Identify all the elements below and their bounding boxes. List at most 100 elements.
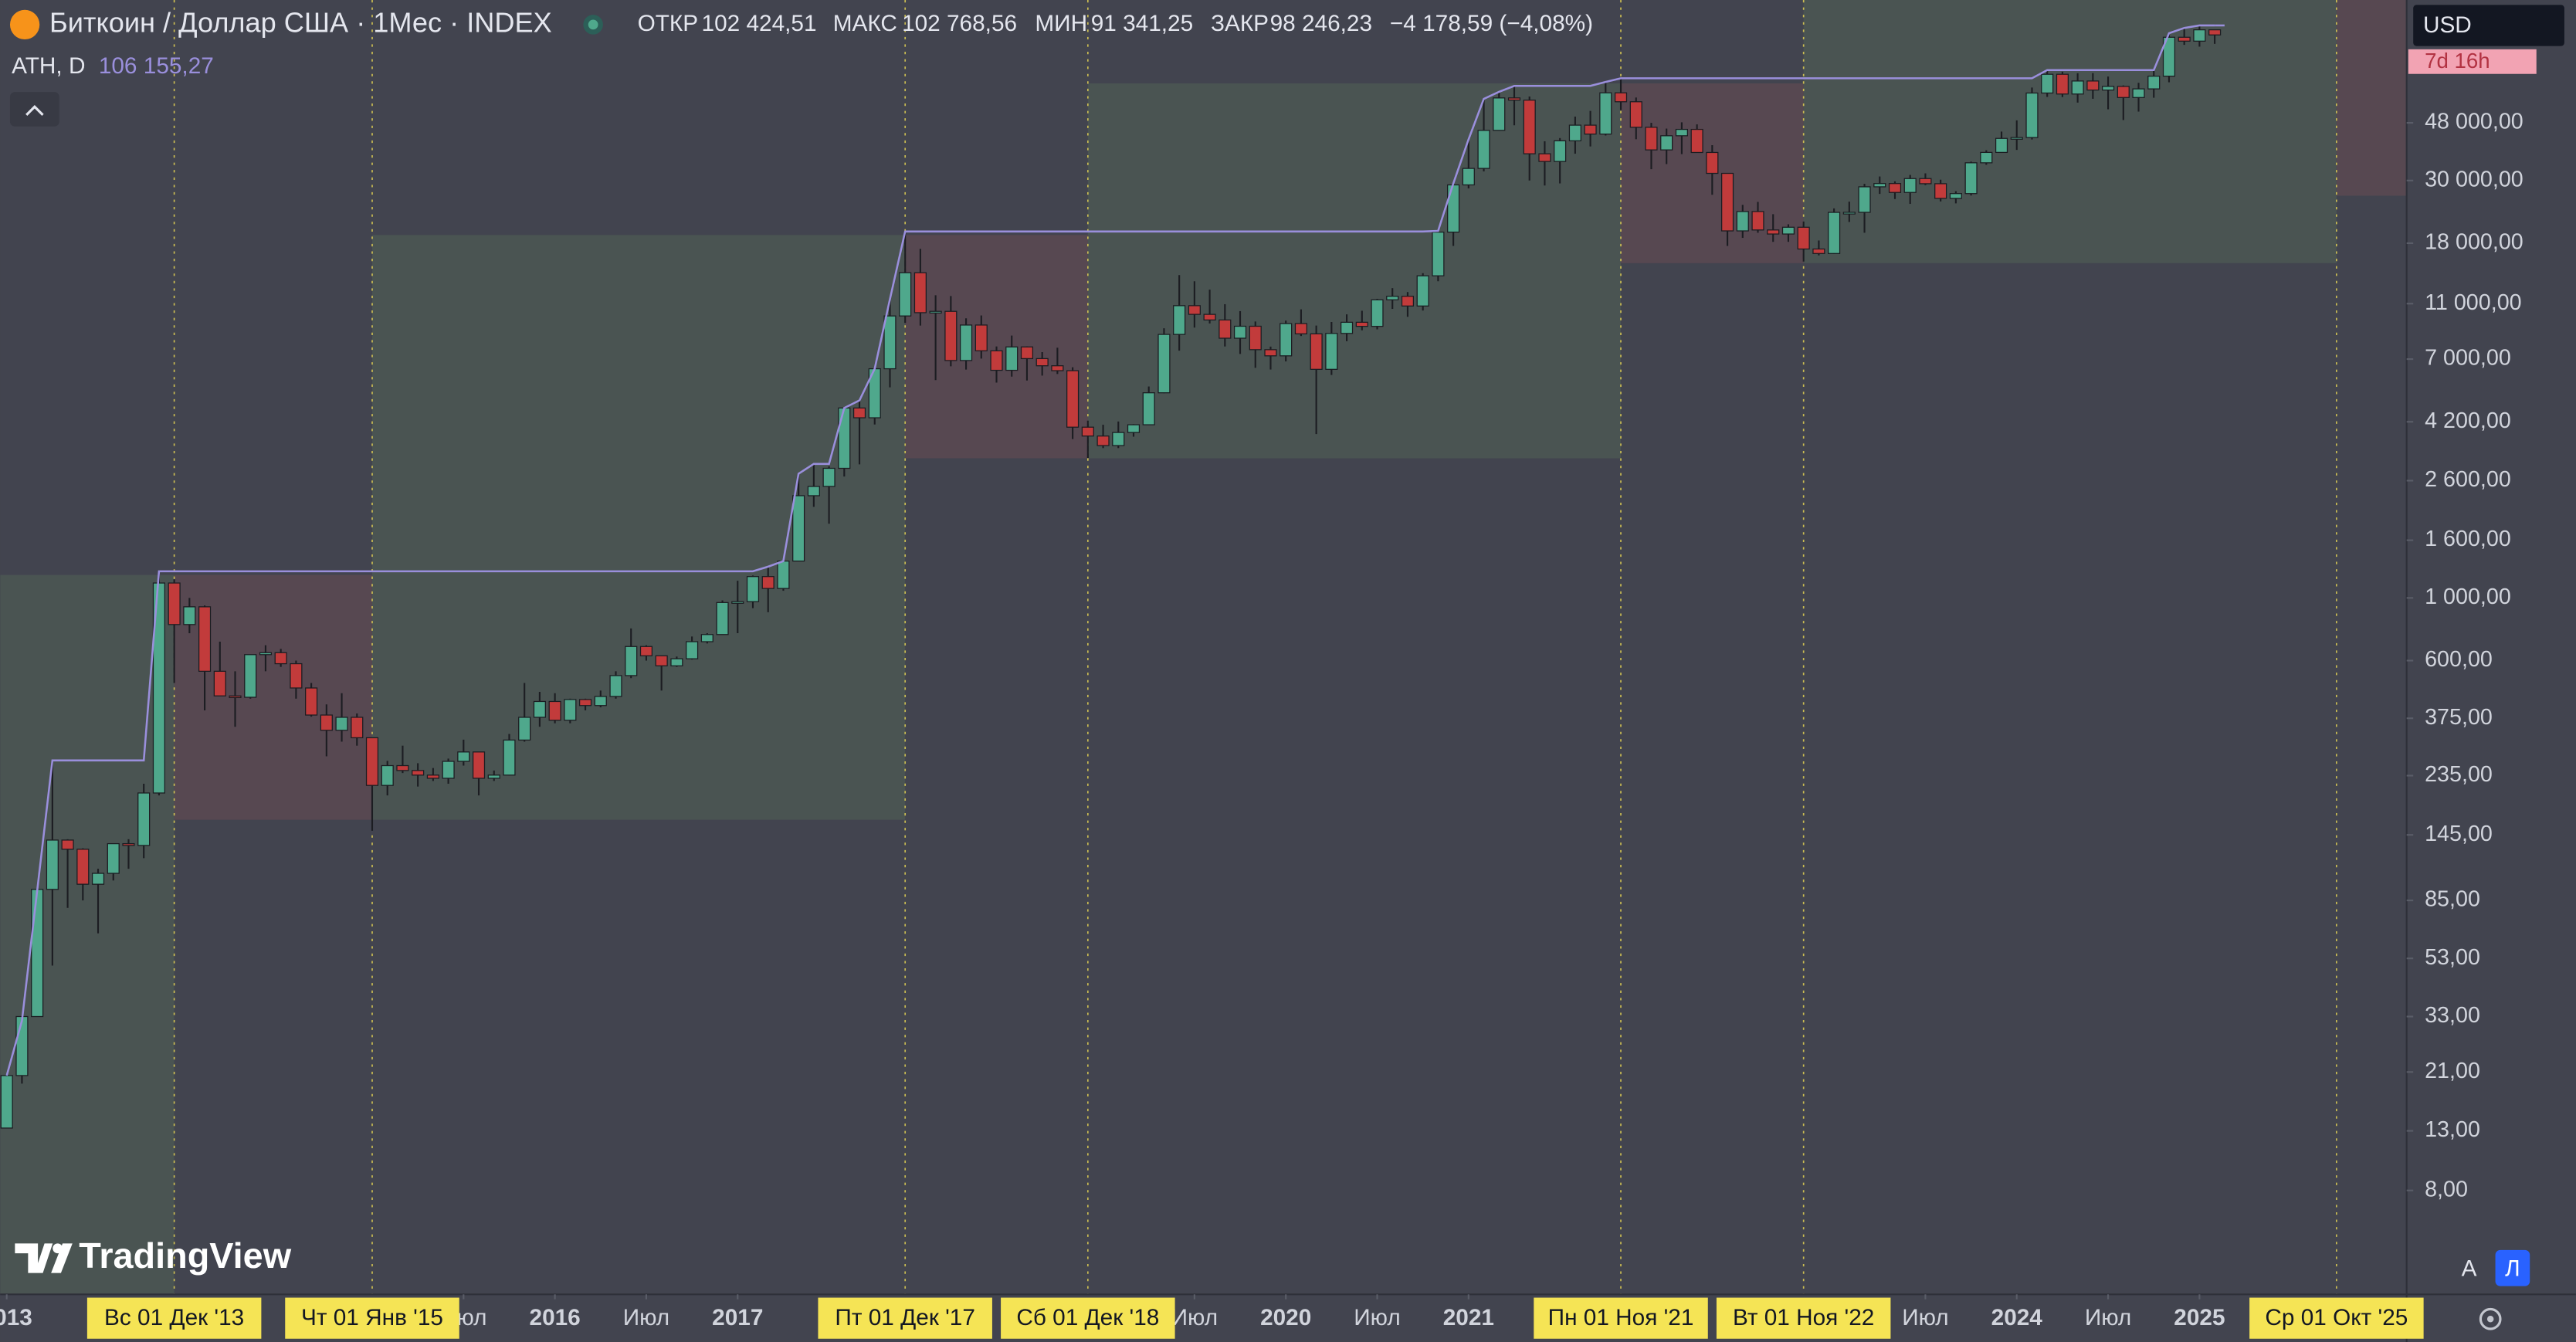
logo-icon (51, 1243, 73, 1273)
candle-body (1949, 193, 1962, 199)
log-button[interactable]: Л (2505, 1256, 2520, 1281)
candle-body (609, 675, 622, 697)
ath-line (5, 24, 2215, 1076)
settings-icon[interactable] (2479, 1307, 2502, 1330)
ohlc-name: ЗАКР (1211, 11, 1269, 36)
y-tick-label: 235,00 (2425, 762, 2493, 787)
candle-body (2071, 80, 2084, 95)
candle-body (1188, 305, 1201, 315)
marker-label-bg (1001, 1297, 1175, 1339)
countdown-box (2408, 49, 2537, 74)
candle-body (1660, 135, 1673, 151)
candle-body (777, 561, 790, 589)
marker-label: Пн 01 Ноя '21 (1548, 1305, 1694, 1330)
candle-body (61, 839, 74, 850)
candle-body (15, 1015, 29, 1076)
candle-body (2101, 86, 2115, 91)
logo-icon (15, 1243, 53, 1273)
candle-body (700, 634, 713, 642)
candle-body (1873, 183, 1886, 188)
candle-body (183, 606, 196, 625)
indicator-name: ATH, D (12, 53, 85, 79)
countdown: 7d 16h (2425, 49, 2490, 73)
symbol-title: Биткоин / Доллар США · 1Мес · INDEX (49, 6, 552, 38)
candle-body (1858, 186, 1871, 213)
candle-body (290, 663, 303, 689)
candle-body (1675, 128, 1688, 137)
candle-body (1507, 97, 1521, 101)
candle-body (1051, 365, 1064, 371)
candle-body (807, 486, 820, 496)
candle-body (2025, 92, 2039, 138)
candle-body (1568, 124, 1581, 141)
candle-body (1751, 211, 1764, 231)
candle-body (1066, 370, 1080, 428)
marker-label-bg (818, 1297, 992, 1339)
candle-body (1995, 137, 2008, 154)
y-tick-label: 375,00 (2425, 705, 2493, 730)
marker-label-bg (86, 1297, 262, 1339)
candle-body (2208, 29, 2222, 36)
candle-body (1934, 183, 1947, 199)
candle-body (822, 467, 836, 487)
logo-text: TradingView (79, 1235, 291, 1276)
candle-body (959, 324, 973, 361)
candle-body (0, 1075, 13, 1129)
candle-body (1462, 168, 1475, 186)
ohlc-value: 98 246,23 (1270, 11, 1372, 36)
candle-body (1888, 183, 1902, 193)
candle-body (1812, 248, 1825, 254)
marker-label: Вт 01 Ноя '22 (1733, 1305, 1874, 1330)
candle-body (974, 324, 988, 351)
candle-body (2010, 137, 2023, 140)
candle-body (1736, 211, 1749, 232)
candle-body (2117, 86, 2130, 98)
candle-body (305, 687, 318, 716)
candle-body (1355, 321, 1368, 327)
y-tick-label: 30 000,00 (2425, 167, 2523, 191)
x-tick-label: Июл (1354, 1305, 1400, 1330)
candle-body (1523, 100, 1536, 154)
candle-body (1797, 226, 1810, 250)
candle-body (1249, 325, 1262, 351)
auto-button[interactable]: A (2462, 1256, 2477, 1281)
x-tick-label: Июл (1171, 1305, 1218, 1330)
x-tick-label: Июл (1902, 1305, 1948, 1330)
marker-label: Вс 01 Дек '13 (104, 1305, 244, 1330)
candle-body (944, 310, 958, 361)
ohlc-name: ОТКР (638, 11, 699, 36)
candle-body (1706, 151, 1719, 175)
candle-body (2041, 73, 2054, 94)
candle-body (442, 761, 455, 779)
candle-body (731, 601, 744, 604)
y-tick-label: 21,00 (2425, 1059, 2480, 1083)
candle-body (259, 652, 273, 656)
settings-icon (2486, 1315, 2494, 1323)
candle-body (1340, 321, 1354, 334)
y-tick-label: 4 200,00 (2425, 408, 2511, 433)
x-tick-label: Июл (623, 1305, 669, 1330)
candle-body (1584, 124, 1597, 135)
cycle-zone (0, 574, 175, 1295)
marker-label: Чт 01 Янв '15 (301, 1305, 443, 1330)
candle-body (578, 699, 592, 707)
collapse-button[interactable] (9, 92, 59, 127)
currency-box[interactable] (2413, 5, 2564, 46)
candle-body (1980, 151, 1993, 164)
candle-body (426, 774, 439, 779)
candle-body (320, 714, 333, 731)
candle-body (1203, 313, 1216, 321)
candle-body (1233, 325, 1247, 339)
y-tick-label: 13,00 (2425, 1117, 2480, 1142)
candle-body (1127, 424, 1141, 433)
candle-body (381, 764, 394, 786)
candle-body (639, 646, 653, 656)
candle-body (594, 696, 607, 707)
candle-body (1554, 140, 1567, 162)
x-tick-label: Июл (2085, 1305, 2131, 1330)
candle-body (1493, 97, 1506, 131)
marker-label: Ср 01 Окт '25 (2265, 1305, 2408, 1330)
log-button-bg (2495, 1249, 2530, 1286)
